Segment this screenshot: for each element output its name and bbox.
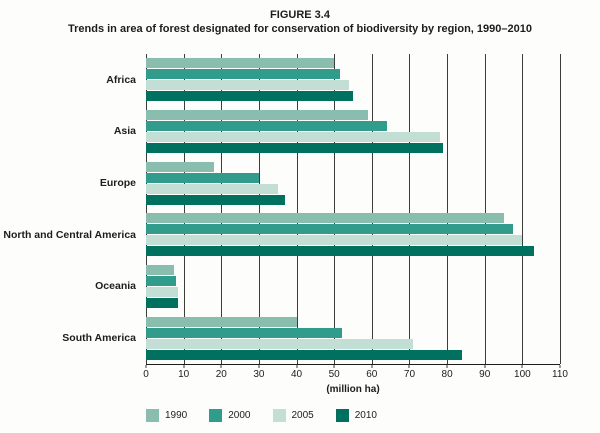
category-label: Oceania	[95, 280, 136, 293]
figure-title: Trends in area of forest designated for …	[68, 23, 532, 35]
category-label: North and Central America	[3, 228, 136, 241]
bar-2000	[146, 120, 387, 131]
x-tick-label: 80	[441, 369, 453, 380]
gridline	[560, 54, 561, 364]
bar-2010	[146, 246, 534, 257]
figure-number: FIGURE 3.4	[270, 9, 330, 21]
x-tick-mark	[183, 365, 185, 368]
x-tick-label: 90	[479, 369, 491, 380]
legend-label: 2010	[354, 410, 377, 421]
x-tick-mark	[446, 365, 448, 368]
x-tick-mark	[220, 365, 222, 368]
x-tick-mark	[333, 365, 335, 368]
bar-2010	[146, 297, 178, 308]
x-tick-mark	[559, 365, 561, 368]
x-tick-label: 10	[178, 369, 190, 380]
legend-swatch	[209, 409, 223, 422]
x-tick-label: 60	[366, 369, 378, 380]
x-tick-mark	[258, 365, 260, 368]
category-label: Africa	[106, 73, 136, 86]
legend-label: 2005	[291, 410, 314, 421]
category-label: Asia	[113, 125, 136, 138]
bar-2005	[146, 80, 350, 91]
x-tick-label: 100	[514, 369, 531, 380]
category-label: South America	[62, 332, 136, 345]
plot-wrap: Africa Asia Europe North and Central Americ…	[3, 54, 568, 395]
x-tick-label: 0	[143, 369, 149, 380]
x-tick-mark	[521, 365, 523, 368]
bar-2000	[146, 327, 342, 338]
x-tick-label: 20	[215, 369, 227, 380]
gridline	[371, 54, 373, 364]
category-label: Europe	[99, 177, 136, 190]
gridline	[409, 54, 411, 364]
x-tick-label: 70	[403, 369, 416, 380]
x-tick-mark	[296, 365, 298, 368]
bar-2010	[146, 142, 444, 153]
gridline	[221, 54, 223, 364]
legend-item: 1990	[146, 409, 187, 422]
bar-group: Asia	[114, 109, 560, 153]
bar-2000	[146, 69, 340, 80]
x-tick-mark	[408, 365, 410, 368]
bar-group: Europe	[100, 161, 560, 205]
bar-1990	[146, 109, 369, 120]
x-axis: 0 10 20 30 40 50 60 70 80 90 100 110	[143, 365, 568, 382]
legend-label: 1990	[165, 410, 188, 421]
bar-1990	[146, 58, 335, 69]
x-tick-label: 50	[328, 369, 340, 380]
bar-2010	[146, 194, 286, 205]
x-tick-mark	[371, 365, 373, 368]
legend-swatch	[335, 409, 349, 422]
bar-2005	[146, 286, 178, 297]
gridline	[484, 54, 486, 364]
gridline	[447, 54, 449, 364]
legend-label: 2000	[228, 410, 251, 421]
bar-group: South America	[62, 316, 560, 360]
bar-1990	[146, 213, 504, 224]
bar-group: Oceania	[95, 264, 560, 308]
y-axis-line	[146, 54, 147, 364]
x-tick-mark	[145, 365, 147, 368]
legend-item: 2010	[335, 409, 377, 422]
bar-group: Africa	[106, 58, 560, 102]
bar-1990	[146, 161, 214, 172]
x-tick-mark	[484, 365, 486, 368]
bar-1990	[146, 264, 175, 275]
legend-swatch	[272, 409, 286, 422]
legend-item: 2000	[209, 409, 251, 422]
bar-2010	[146, 91, 353, 102]
gridline	[258, 54, 260, 364]
x-tick-label: 110	[552, 369, 568, 380]
bar-2000	[146, 172, 259, 183]
bar-group: North and Central America	[3, 213, 560, 257]
x-axis-label: (million ha)	[326, 384, 380, 395]
bar-2005	[146, 235, 523, 246]
plot-area: Africa Asia Europe North and Central Americ…	[3, 54, 561, 365]
bar-2010	[146, 349, 463, 360]
bar-2005	[146, 131, 440, 142]
gridline	[296, 54, 298, 364]
x-tick-label: 30	[253, 369, 265, 380]
bar-2005	[146, 183, 278, 194]
bar-1990	[146, 316, 297, 327]
bar-chart: Africa Asia Europe North and Central Americ…	[3, 54, 592, 422]
x-tick-label: 40	[290, 369, 303, 380]
gridline	[183, 54, 185, 364]
legend: 1990 2000 2005 2010	[146, 409, 592, 422]
bar-2000	[146, 275, 177, 286]
legend-swatch	[146, 409, 159, 422]
bar-2005	[146, 338, 414, 349]
bar-2000	[146, 224, 513, 235]
legend-item: 2005	[272, 409, 314, 422]
gridline	[522, 54, 524, 364]
gridline	[334, 54, 336, 364]
